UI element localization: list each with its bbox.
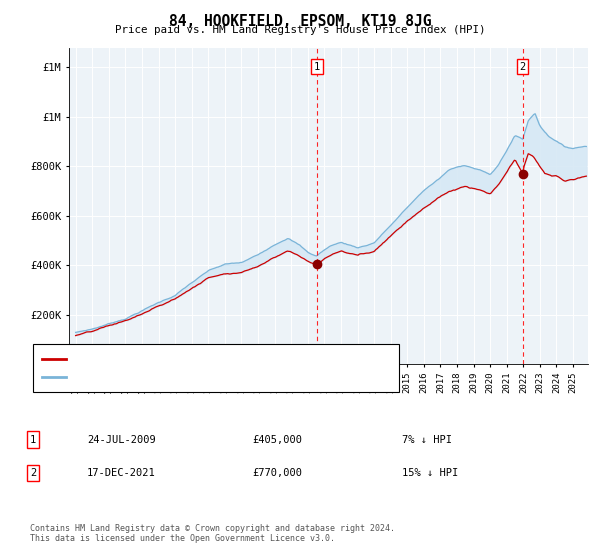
Text: Contains HM Land Registry data © Crown copyright and database right 2024.
This d: Contains HM Land Registry data © Crown c… [30,524,395,543]
Text: 84, HOOKFIELD, EPSOM, KT19 8JG: 84, HOOKFIELD, EPSOM, KT19 8JG [169,14,431,29]
Text: 17-DEC-2021: 17-DEC-2021 [87,468,156,478]
Text: £770,000: £770,000 [252,468,302,478]
Text: 1: 1 [30,435,36,445]
Text: 84, HOOKFIELD, EPSOM, KT19 8JG (detached house): 84, HOOKFIELD, EPSOM, KT19 8JG (detached… [73,354,349,364]
Text: 15% ↓ HPI: 15% ↓ HPI [402,468,458,478]
Text: 7% ↓ HPI: 7% ↓ HPI [402,435,452,445]
Text: 24-JUL-2009: 24-JUL-2009 [87,435,156,445]
Text: HPI: Average price, detached house, Epsom and Ewell: HPI: Average price, detached house, Epso… [73,372,373,382]
Text: 2: 2 [30,468,36,478]
Text: 1: 1 [314,62,320,72]
Text: 2: 2 [520,62,526,72]
Text: Price paid vs. HM Land Registry's House Price Index (HPI): Price paid vs. HM Land Registry's House … [115,25,485,35]
Text: £405,000: £405,000 [252,435,302,445]
